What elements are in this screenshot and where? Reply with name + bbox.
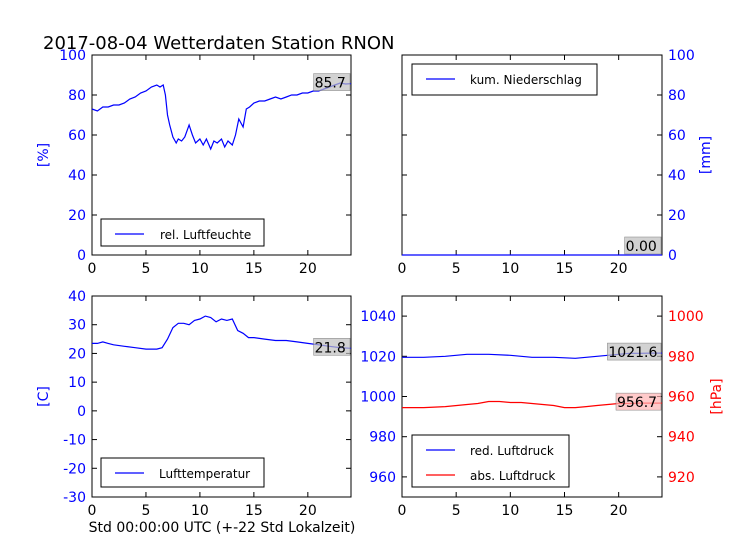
y-tick-label: 980 — [369, 430, 396, 446]
y-tick-label: 20 — [68, 208, 86, 224]
legend-label: rel. Luftfeuchte — [160, 228, 251, 242]
y-tick-label: -20 — [63, 461, 86, 477]
y-tick-label: 30 — [68, 318, 86, 334]
y-right-tick-label: 940 — [668, 430, 695, 446]
y-tick-label: 100 — [668, 48, 695, 64]
y-tick-label: 40 — [68, 168, 86, 184]
y-tick-label: 40 — [668, 168, 686, 184]
x-tick-label: 5 — [452, 261, 461, 277]
legend-box — [100, 218, 265, 247]
series-line-temperature-0 — [92, 315, 352, 350]
x-tick-label: 15 — [556, 261, 574, 277]
plot-frame — [91, 54, 352, 256]
x-tick-label: 15 — [245, 503, 263, 519]
x-tick-label: 0 — [88, 503, 97, 519]
x-tick-label: 20 — [299, 261, 317, 277]
y-right-tick-label: 920 — [668, 470, 695, 486]
x-tick-label: 0 — [88, 261, 97, 277]
x-tick-label: 10 — [191, 261, 209, 277]
y-tick-label: 80 — [668, 88, 686, 104]
y-tick-label: 0 — [77, 404, 86, 420]
y-tick-label: 60 — [68, 128, 86, 144]
value-annotation-box — [607, 342, 662, 361]
x-tick-label: 20 — [299, 503, 317, 519]
value-annotation-box — [313, 338, 351, 356]
plot-frame — [91, 295, 352, 498]
x-tick-label: 15 — [556, 503, 574, 519]
value-annotation: 0.00 — [626, 239, 657, 255]
value-annotation: 956.7 — [617, 395, 657, 411]
legend-box — [411, 434, 570, 488]
y-tick-label: 10 — [68, 375, 86, 391]
y-axis-label: [mm] — [698, 136, 714, 174]
x-tick-label: 10 — [501, 503, 519, 519]
y-axis-label: [C] — [36, 386, 52, 407]
value-annotation-box — [313, 73, 351, 91]
y-right-axis-label: [hPa] — [709, 378, 725, 414]
x-tick-label: 5 — [452, 503, 461, 519]
y-right-tick-label: 980 — [668, 349, 695, 365]
y-tick-label: 40 — [68, 289, 86, 305]
value-annotation-box — [615, 392, 662, 411]
y-tick-label: 60 — [668, 128, 686, 144]
x-tick-label: 0 — [398, 503, 407, 519]
x-tick-label: 10 — [501, 261, 519, 277]
y-tick-label: 1000 — [360, 390, 396, 406]
figure-title: 2017-08-04 Wetterdaten Station RNON — [43, 33, 394, 54]
y-tick-label: 80 — [68, 88, 86, 104]
x-tick-label: 5 — [141, 503, 150, 519]
y-tick-label: 20 — [668, 208, 686, 224]
y-tick-label: 960 — [369, 470, 396, 486]
chart-precip: 0 5 10 15 20 0 20 40 60 80 100 [mm] 0.00 kum. Nieders… — [398, 48, 714, 277]
x-tick-label: 15 — [245, 261, 263, 277]
series-line-humidity-0 — [91, 82, 352, 151]
value-annotation: 21.8 — [315, 340, 346, 356]
y-tick-label: 20 — [68, 346, 86, 362]
figure-xlabel: Std 00:00:00 UTC (+-22 Std Lokalzeit) — [89, 520, 356, 536]
y-tick-label: 0 — [668, 248, 677, 264]
legend-label: red. Luftdruck — [470, 444, 554, 458]
legend-label: abs. Luftdruck — [470, 469, 555, 483]
x-tick-label: 5 — [141, 261, 150, 277]
x-tick-label: 20 — [610, 503, 628, 519]
value-annotation: 1021.6 — [608, 345, 657, 361]
x-tick-label: 20 — [610, 261, 628, 277]
x-tick-label: 10 — [191, 503, 209, 519]
y-right-tick-label: 960 — [668, 390, 695, 406]
y-axis-label: [%] — [36, 143, 52, 167]
y-tick-label: 1020 — [360, 349, 396, 365]
y-tick-label: -30 — [63, 490, 86, 506]
y-tick-label: 100 — [59, 48, 86, 64]
chart-humidity: 0 5 10 15 20 0 20 40 60 80 100 [%] 85.7 rel. Luftfeuc… — [36, 48, 352, 277]
y-tick-label: -10 — [63, 433, 86, 449]
value-annotation: 85.7 — [315, 76, 346, 92]
chart-pressure: 0 5 10 15 20 960 980 1000 1020 1040 920 940 960 980 10… — [360, 295, 725, 519]
y-tick-label: 1040 — [360, 309, 396, 325]
x-tick-label: 0 — [398, 261, 407, 277]
value-annotation-box — [624, 236, 662, 255]
legend-label: Lufttemperatur — [159, 467, 250, 481]
y-tick-label: 0 — [77, 248, 86, 264]
legend-label: kum. Niederschlag — [470, 73, 582, 87]
y-right-tick-label: 1000 — [668, 309, 704, 325]
chart-temperature: 0 5 10 15 20 -30 -20 -10 0 10 20 30 40 [C] 21.8 Lufttem… — [36, 289, 352, 519]
